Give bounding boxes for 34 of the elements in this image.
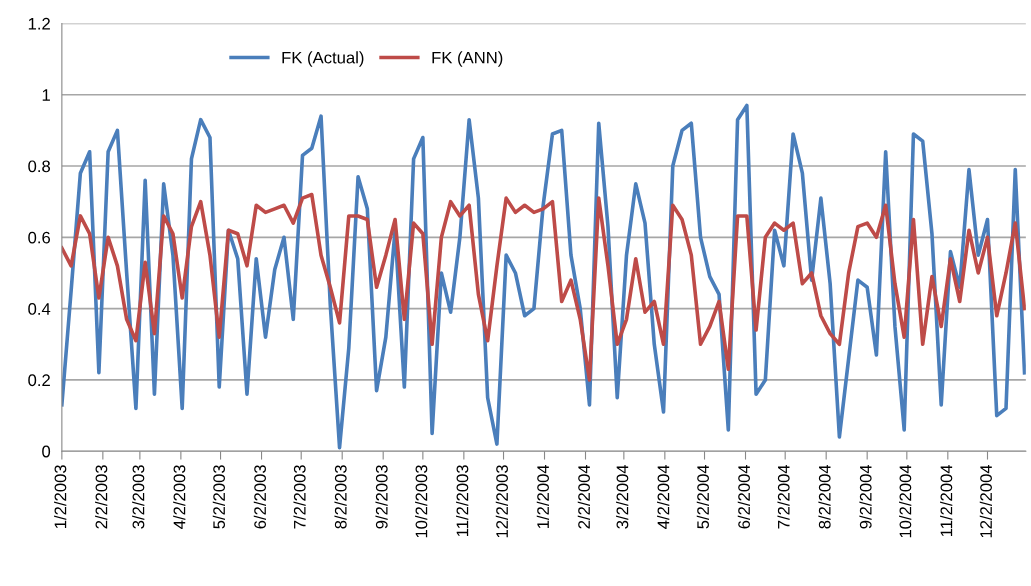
x-tick-label: 11/2/2004 — [940, 464, 953, 537]
legend-label: FK (ANN) — [432, 51, 503, 67]
x-tick-label: 10/2/2004 — [899, 464, 912, 538]
x-tick-label: 1/2/2004 — [536, 464, 549, 529]
y-tick-label: 0 — [42, 445, 51, 458]
x-tick-label: 8/2/2003 — [334, 465, 347, 529]
y-tick-label: 0.6 — [28, 231, 51, 244]
x-tick-label: 11/2/2003 — [456, 465, 469, 537]
x-tick-label: 12/2/2004 — [979, 464, 992, 538]
x-tick-label: 6/2/2003 — [253, 465, 267, 529]
y-tick-label: 0.4 — [28, 303, 51, 315]
x-tick-label: 4/2/2003 — [173, 465, 186, 529]
x-tick-label: 4/2/2004 — [657, 464, 670, 529]
x-tick-label: 7/2/2004 — [777, 464, 790, 529]
y-tick-label: 1 — [42, 89, 50, 101]
x-tick-label: 9/2/2004 — [859, 464, 872, 529]
x-tick-label: 7/2/2003 — [293, 465, 306, 529]
x-tick-label: 2/2/2003 — [95, 465, 108, 529]
x-tick-label: 12/2/2003 — [495, 465, 508, 538]
x-tick-label: 1/2/2003 — [54, 465, 67, 529]
line-series — [61, 192, 1026, 382]
x-tick-label: 8/2/2004 — [818, 464, 831, 529]
legend-label: FK (Actual) — [282, 51, 364, 67]
x-tick-label: 5/2/2004 — [696, 464, 709, 529]
y-tick-label: 0.8 — [28, 160, 51, 173]
y-tick-label: 0.2 — [28, 374, 50, 387]
x-tick-label: 2/2/2004 — [577, 464, 590, 529]
y-tick-label: 1.2 — [28, 17, 50, 30]
x-tick-label: 3/2/2004 — [616, 464, 629, 529]
x-tick-label: 5/2/2003 — [212, 465, 226, 529]
x-tick-label: 10/2/2003 — [415, 465, 428, 538]
x-tick-label: 3/2/2003 — [132, 465, 145, 529]
x-tick-label: 9/2/2003 — [375, 465, 388, 529]
x-tick-label: 6/2/2004 — [737, 464, 750, 529]
